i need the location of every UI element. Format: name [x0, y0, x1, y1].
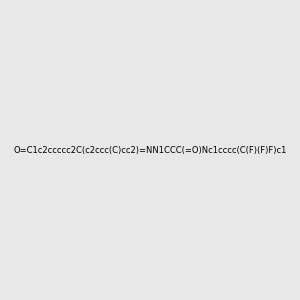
Text: O=C1c2ccccc2C(c2ccc(C)cc2)=NN1CCC(=O)Nc1cccc(C(F)(F)F)c1: O=C1c2ccccc2C(c2ccc(C)cc2)=NN1CCC(=O)Nc1…	[13, 146, 287, 154]
